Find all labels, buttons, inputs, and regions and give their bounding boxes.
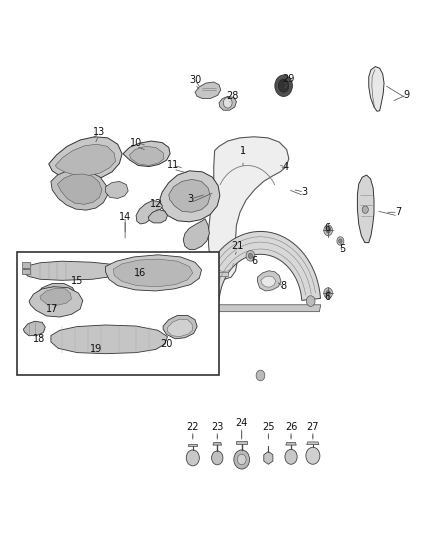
Polygon shape [51, 169, 108, 210]
Circle shape [285, 449, 297, 464]
Polygon shape [183, 219, 209, 249]
Polygon shape [136, 200, 162, 224]
Polygon shape [21, 269, 29, 274]
Polygon shape [35, 284, 76, 307]
Polygon shape [148, 209, 167, 223]
Polygon shape [213, 442, 222, 445]
Circle shape [212, 451, 223, 465]
Circle shape [362, 206, 368, 213]
Polygon shape [369, 67, 384, 111]
Polygon shape [215, 272, 228, 276]
Polygon shape [123, 141, 170, 166]
Polygon shape [106, 181, 128, 198]
Polygon shape [29, 287, 83, 317]
Polygon shape [49, 137, 122, 181]
Polygon shape [261, 276, 276, 287]
Text: 14: 14 [119, 212, 131, 222]
Polygon shape [307, 442, 319, 445]
Text: 7: 7 [395, 207, 401, 217]
Text: 11: 11 [167, 160, 179, 171]
Polygon shape [357, 175, 374, 243]
Circle shape [248, 253, 253, 259]
Text: 17: 17 [46, 304, 58, 314]
Polygon shape [264, 451, 273, 464]
Polygon shape [286, 442, 296, 445]
Circle shape [324, 225, 332, 236]
Polygon shape [208, 137, 289, 279]
Polygon shape [51, 325, 167, 354]
Text: 15: 15 [71, 277, 83, 286]
Text: 5: 5 [339, 244, 345, 254]
Polygon shape [23, 261, 118, 280]
Text: 21: 21 [231, 241, 244, 251]
Circle shape [306, 296, 315, 306]
Circle shape [234, 450, 250, 469]
Text: 28: 28 [226, 91, 238, 101]
Polygon shape [169, 179, 210, 212]
Polygon shape [57, 174, 102, 204]
Circle shape [275, 75, 292, 96]
Polygon shape [160, 171, 220, 222]
Text: 20: 20 [160, 338, 173, 349]
Polygon shape [106, 255, 201, 291]
Text: 10: 10 [130, 138, 142, 148]
Circle shape [206, 296, 215, 306]
Text: 25: 25 [262, 422, 275, 432]
Text: 4: 4 [283, 162, 289, 172]
Circle shape [186, 450, 199, 466]
Circle shape [279, 79, 289, 92]
Polygon shape [163, 316, 197, 339]
Text: 27: 27 [307, 422, 319, 432]
Text: 6: 6 [324, 292, 330, 302]
Circle shape [337, 237, 344, 245]
Polygon shape [21, 262, 29, 268]
Text: 29: 29 [282, 74, 294, 84]
Polygon shape [130, 147, 164, 165]
Circle shape [223, 98, 232, 108]
Text: 23: 23 [211, 422, 223, 432]
Circle shape [324, 288, 332, 298]
Circle shape [246, 251, 255, 261]
Text: 26: 26 [285, 422, 297, 432]
Polygon shape [55, 144, 116, 175]
Polygon shape [113, 259, 193, 287]
Polygon shape [201, 231, 321, 301]
Circle shape [237, 454, 246, 465]
Text: 3: 3 [187, 194, 194, 204]
Polygon shape [40, 288, 71, 305]
Text: 22: 22 [187, 422, 199, 432]
Polygon shape [237, 441, 247, 444]
Circle shape [339, 239, 342, 243]
Text: 19: 19 [90, 344, 102, 354]
Text: 24: 24 [236, 418, 248, 429]
Text: 30: 30 [189, 76, 201, 85]
Polygon shape [23, 321, 45, 336]
Polygon shape [167, 319, 193, 337]
Text: 18: 18 [32, 334, 45, 344]
Polygon shape [188, 443, 197, 446]
Text: 9: 9 [404, 90, 410, 100]
Polygon shape [195, 82, 221, 99]
Polygon shape [200, 305, 321, 312]
Text: 6: 6 [324, 223, 330, 233]
Circle shape [256, 370, 265, 381]
Circle shape [306, 447, 320, 464]
Circle shape [326, 228, 330, 233]
Text: 16: 16 [134, 269, 147, 278]
Text: 8: 8 [281, 281, 287, 291]
Polygon shape [219, 96, 237, 110]
Text: 12: 12 [149, 199, 162, 209]
Text: 6: 6 [252, 256, 258, 266]
Bar [17, 252, 219, 375]
Text: 3: 3 [301, 187, 307, 197]
Circle shape [326, 290, 330, 296]
Text: 13: 13 [93, 127, 105, 137]
Polygon shape [258, 271, 281, 291]
Text: 1: 1 [240, 146, 246, 156]
